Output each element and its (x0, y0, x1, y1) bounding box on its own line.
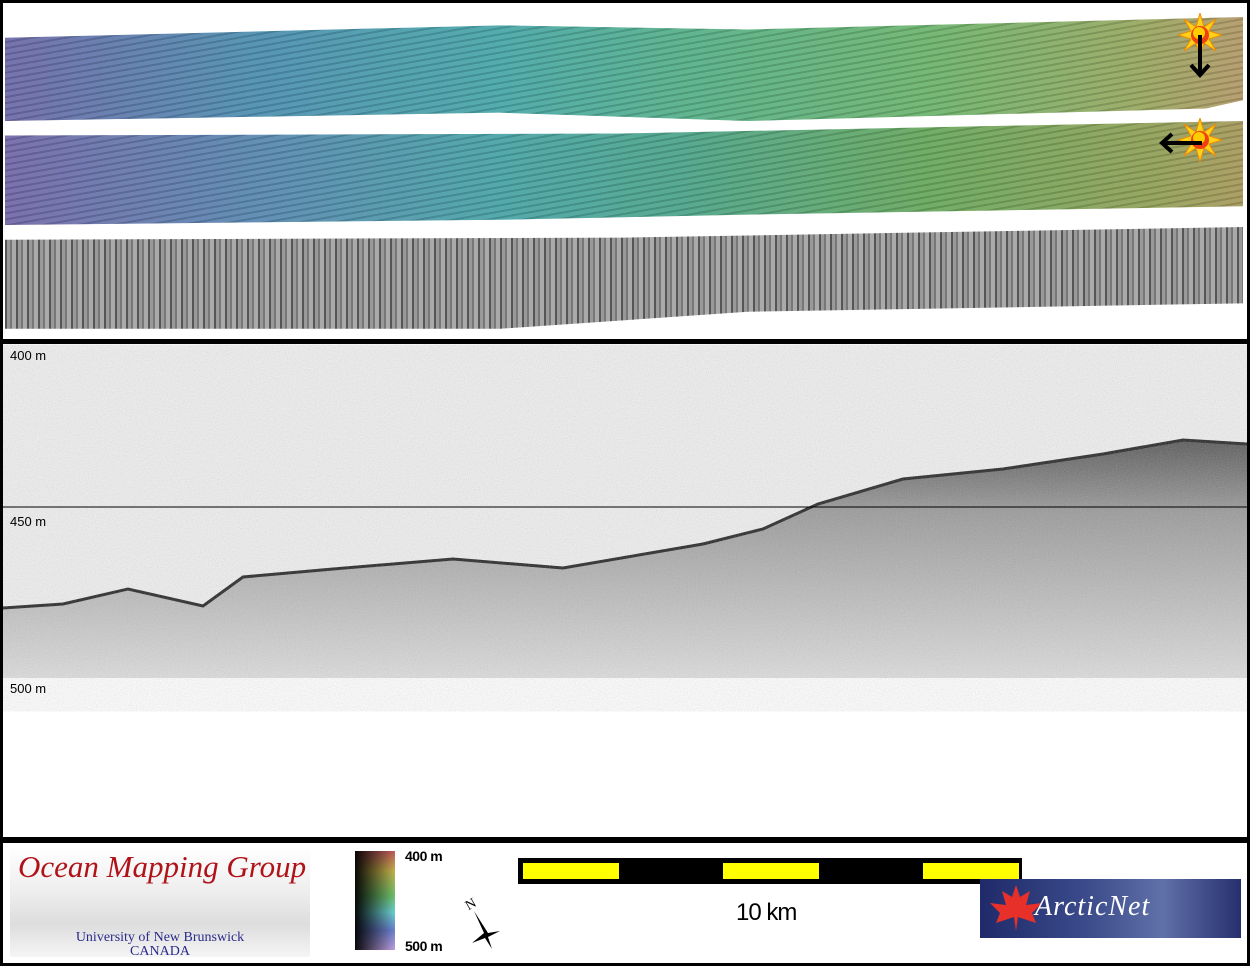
depth-colorbar (355, 851, 395, 950)
ocean-mapping-group-logo: Ocean Mapping Group University of New Br… (10, 847, 310, 959)
north-arrow-icon: N (463, 896, 500, 949)
backscatter-strip (5, 227, 1243, 329)
arrow-left-icon (1159, 132, 1202, 154)
maple-leaf-icon (990, 885, 1042, 931)
bathymetry-strip-sun-east (5, 121, 1243, 225)
arcticnet-logo: ArcticNet (980, 879, 1241, 938)
logo-country: CANADA (130, 944, 190, 959)
depth-label-450: 450 m (10, 514, 47, 529)
north-label: N (463, 896, 479, 914)
colorbar-bottom-label: 500 m (405, 938, 443, 954)
legend-panel: Ocean Mapping Group University of New Br… (3, 843, 1247, 963)
scale-segment (923, 863, 1019, 879)
scale-segment (523, 863, 619, 879)
colorbar-top-label: 400 m (405, 848, 443, 864)
depth-label-400: 400 m (10, 348, 47, 363)
logo-title: Ocean Mapping Group (18, 849, 307, 884)
profile-image (3, 345, 1247, 678)
subbottom-profile-panel: 400 m 450 m 500 m (3, 344, 1247, 837)
map-panel (3, 3, 1247, 339)
scale-label: 10 km (736, 899, 797, 926)
logo-university: University of New Brunswick (75, 930, 245, 945)
noise-texture (3, 345, 1247, 678)
bathymetry-strip-sun-north (5, 17, 1243, 121)
arcticnet-text: ArcticNet (1035, 891, 1151, 922)
depth-label-500: 500 m (10, 681, 47, 696)
scale-bar (518, 858, 1022, 884)
logo-subtitle: University of New Brunswick CANADA (10, 931, 310, 959)
scale-segment (723, 863, 819, 879)
arrow-down-icon (1189, 35, 1211, 78)
